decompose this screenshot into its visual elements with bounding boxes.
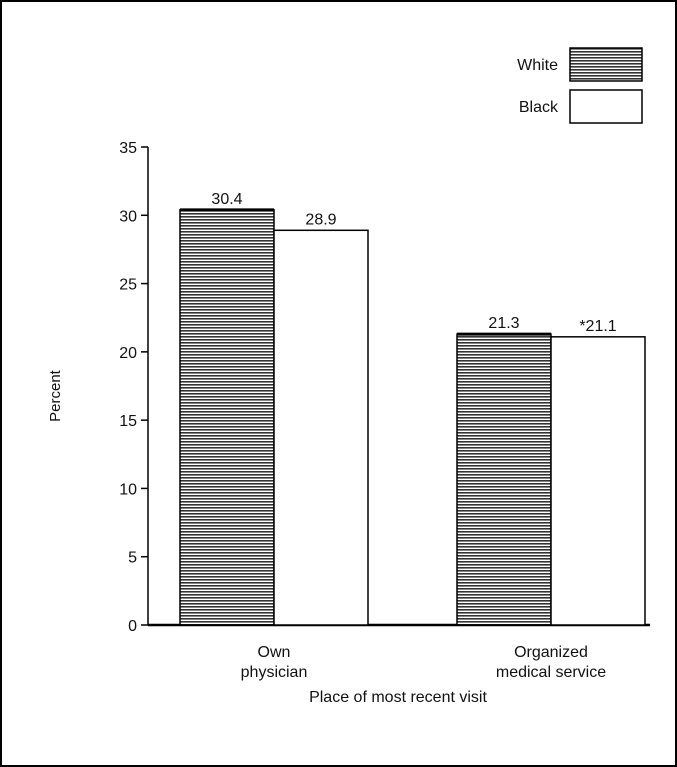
labels: 30.4 28.9 Own physician 21.3 *21.1 Organized me… — [211, 191, 616, 681]
bar-black — [273, 229, 369, 626]
y-tick-label: 15 — [119, 413, 137, 430]
y-tick-label: 20 — [119, 345, 137, 362]
legend-label: White — [517, 57, 558, 74]
y-tick-label: 5 — [128, 550, 137, 567]
legend-swatch-black — [569, 89, 643, 124]
bars — [179, 208, 646, 626]
legend-swatch-white — [569, 47, 643, 82]
bar-white — [179, 209, 275, 626]
y-tick-label: 30 — [119, 208, 137, 225]
y-axis-label: Percent — [47, 369, 64, 422]
category-label: medical service — [496, 664, 606, 681]
y-tick-label: 0 — [128, 618, 137, 635]
category-label: Organized — [514, 644, 588, 661]
bar-black — [550, 336, 646, 626]
category-label: physician — [241, 664, 308, 681]
y-tick-label: 35 — [119, 140, 137, 157]
y-tick-label: 25 — [119, 277, 137, 294]
y-tick-label: 10 — [119, 481, 137, 498]
data-label: 28.9 — [305, 211, 336, 228]
data-label: 30.4 — [211, 191, 242, 208]
legend: White Black — [517, 47, 643, 124]
category-label: Own — [258, 644, 291, 661]
data-label: 21.3 — [488, 315, 519, 332]
x-axis-label: Place of most recent visit — [309, 689, 487, 706]
bar-white — [456, 333, 552, 626]
legend-label: Black — [519, 99, 559, 116]
data-label: *21.1 — [579, 318, 616, 335]
